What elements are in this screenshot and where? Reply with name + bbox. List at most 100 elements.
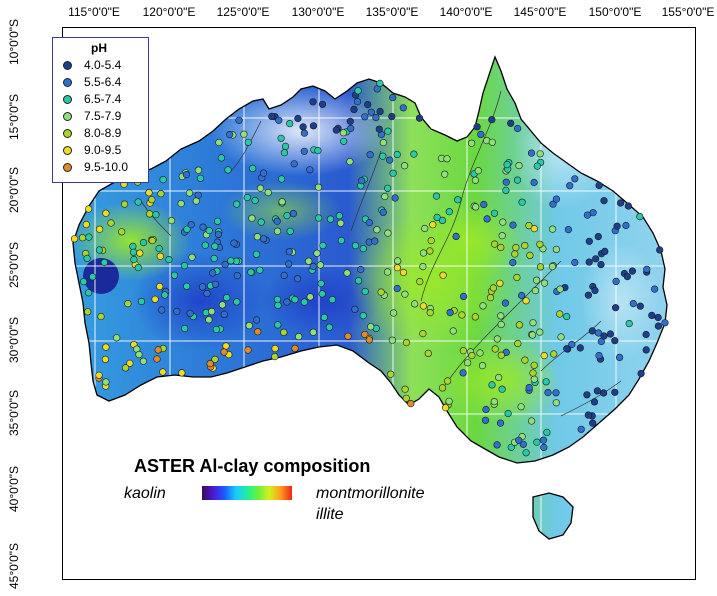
ph-sample-point — [306, 293, 314, 301]
ph-sample-point — [230, 239, 238, 247]
ph-sample-point — [611, 388, 619, 396]
ph-sample-point — [224, 166, 232, 174]
ph-sample-point — [124, 300, 132, 308]
ph-sample-point — [444, 377, 452, 385]
ph-sample-point — [79, 278, 88, 286]
ph-sample-point — [493, 335, 501, 343]
ph-sample-point — [612, 277, 620, 286]
ph-sample-point — [509, 221, 517, 229]
ph-sample-point — [442, 404, 450, 412]
ph-sample-point — [375, 125, 383, 133]
ph-sample-point — [407, 400, 415, 408]
ph-sample-point — [295, 333, 303, 341]
ph-sample-point — [443, 155, 451, 163]
ph-sample-point — [501, 299, 510, 307]
ph-sample-point — [283, 298, 291, 306]
ph-sample-point — [337, 236, 346, 245]
ph-sample-point — [84, 205, 93, 213]
ph-sample-point — [367, 108, 375, 116]
ph-sample-point — [563, 312, 571, 321]
ph-sample-point — [280, 271, 288, 280]
ph-sample-point — [636, 213, 644, 221]
ph-sample-point — [584, 411, 592, 419]
ph-sample-point — [102, 343, 110, 351]
ph-sample-point — [353, 97, 362, 106]
ph-sample-point — [552, 245, 561, 253]
ph-sample-point — [527, 417, 536, 425]
ph-sample-point — [283, 212, 291, 220]
ph-sample-point — [256, 184, 265, 192]
ph-sample-point — [563, 345, 571, 353]
ph-sample-point — [126, 359, 134, 367]
ph-sample-point — [376, 79, 384, 87]
lat-label-40: 40°0'0"S — [7, 465, 21, 513]
ph-sample-point — [146, 210, 154, 218]
ph-sample-point — [419, 249, 428, 257]
ph-sample-point — [281, 142, 290, 150]
ph-sample-point — [339, 129, 348, 137]
ph-sample-point — [220, 310, 228, 319]
legend-label: 6.5-7.4 — [84, 92, 122, 106]
ph-sample-point — [594, 233, 602, 241]
ph-sample-point — [642, 346, 650, 354]
legend-swatch — [63, 77, 72, 87]
legend-item-ph-6-7: 6.5-7.4 — [63, 92, 121, 106]
ph-sample-point — [209, 269, 217, 277]
ph-sample-point — [387, 370, 395, 378]
ph-sample-point — [328, 296, 336, 304]
ph-sample-point — [148, 237, 156, 245]
ph-sample-point — [286, 119, 294, 128]
ph-sample-point — [521, 242, 529, 250]
ph-sample-point — [278, 175, 286, 183]
ph-sample-point — [642, 330, 650, 339]
ph-sample-point — [95, 371, 103, 379]
ph-sample-point — [211, 355, 219, 364]
ph-sample-point — [309, 98, 317, 106]
ph-sample-point — [199, 283, 207, 291]
ph-sample-point — [540, 279, 549, 287]
ph-sample-point — [222, 342, 230, 350]
ph-sample-point — [278, 198, 286, 206]
ph-sample-point — [622, 221, 630, 230]
ph-sample-point — [148, 196, 156, 204]
legend-swatch — [63, 60, 72, 70]
ph-sample-point — [167, 217, 176, 225]
ph-sample-point — [452, 232, 460, 240]
legend-item-ph-9-9.5: 9.0-9.5 — [63, 143, 121, 157]
ph-sample-point — [384, 229, 392, 237]
ph-sample-point — [244, 138, 252, 146]
ph-sample-point — [549, 200, 557, 208]
ph-sample-point — [522, 297, 530, 305]
ph-sample-point — [379, 208, 387, 216]
ph-sample-point — [271, 353, 279, 361]
graticule — [63, 28, 695, 579]
ph-sample-point — [533, 162, 541, 170]
ph-sample-point — [344, 332, 352, 340]
ph-sample-point — [211, 280, 219, 288]
ph-sample-point — [439, 271, 447, 279]
ph-sample-point — [188, 253, 196, 261]
ph-sample-point — [625, 320, 633, 328]
ph-sample-point — [273, 295, 282, 304]
lat-label-35: 35°0'0"S — [7, 389, 21, 437]
ph-sample-point — [245, 322, 253, 330]
ph-sample-point — [137, 297, 146, 306]
ph-sample-point — [319, 241, 327, 250]
lon-label-150: 150°0'0"E — [588, 5, 642, 19]
ph-sample-point — [543, 428, 551, 437]
ph-sample-point — [402, 394, 410, 402]
ph-sample-point — [507, 443, 515, 451]
ph-sample-point — [300, 129, 309, 137]
ph-sample-point — [233, 272, 241, 280]
ph-sample-point — [379, 139, 388, 147]
ph-sample-point — [601, 247, 609, 255]
ph-sample-point — [432, 192, 441, 200]
ph-sample-point — [495, 373, 503, 382]
ph-sample-point — [300, 298, 309, 306]
ph-sample-point — [613, 222, 621, 230]
ph-sample-point — [247, 268, 255, 276]
ph-sample-point — [354, 87, 362, 95]
ph-sample-point — [367, 323, 375, 331]
lon-label-140: 140°0'0"E — [439, 5, 493, 19]
ph-sample-point — [102, 209, 110, 217]
